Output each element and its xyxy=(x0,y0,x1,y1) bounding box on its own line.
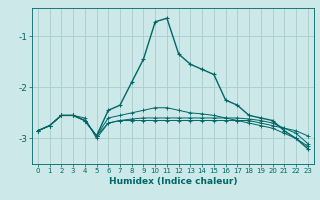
X-axis label: Humidex (Indice chaleur): Humidex (Indice chaleur) xyxy=(108,177,237,186)
